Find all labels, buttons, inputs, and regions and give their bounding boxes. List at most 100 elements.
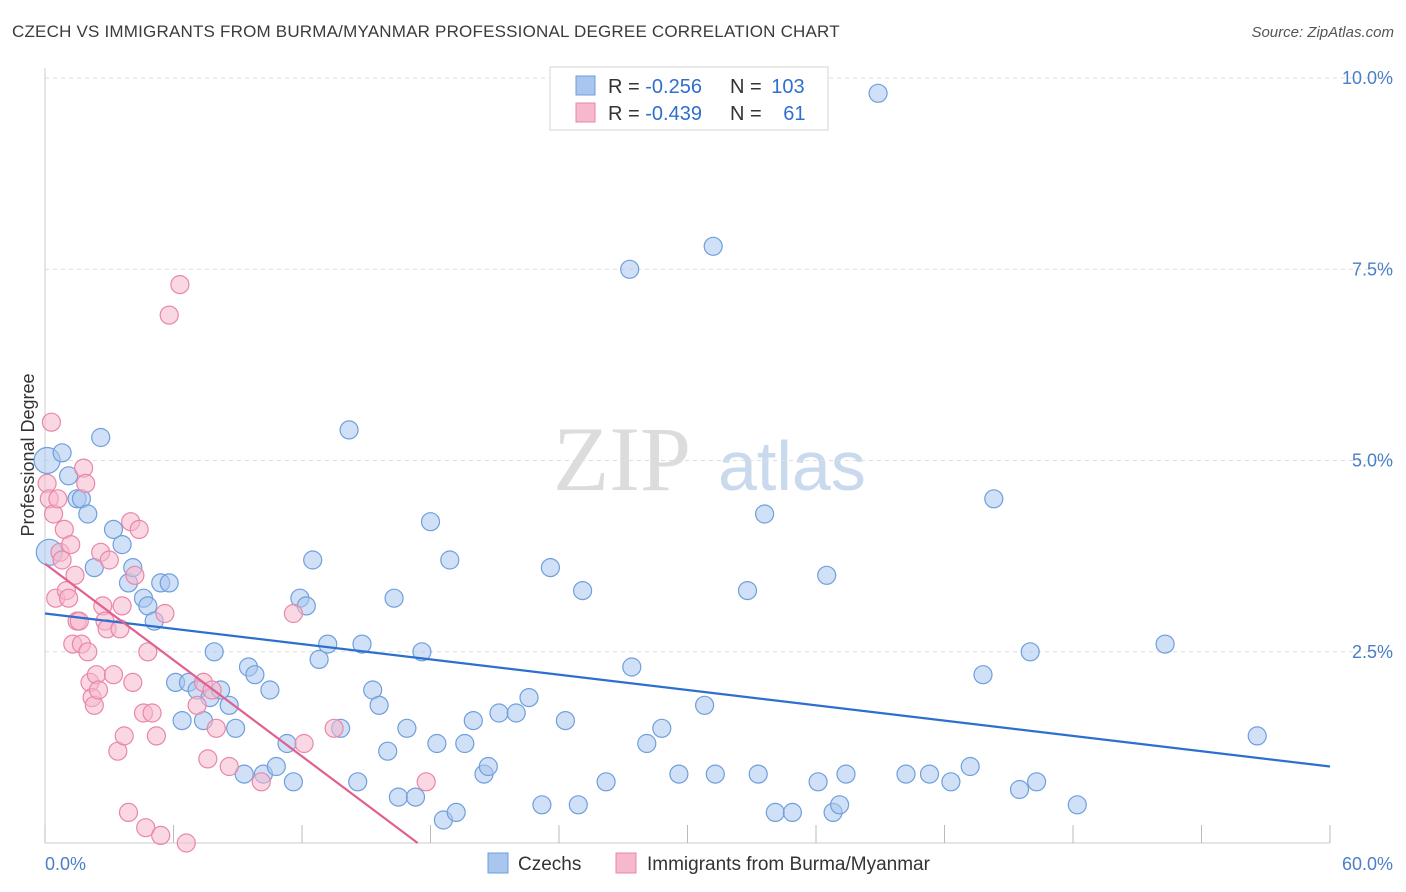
- burma-point: [294, 733, 314, 754]
- watermark: ZIP atlas: [553, 408, 866, 510]
- stats-n-value-1: 103: [771, 76, 804, 98]
- stats-n-label-2: N =: [730, 103, 767, 125]
- series-legend-swatch-burma: [615, 852, 637, 874]
- gridlines: [45, 77, 1392, 653]
- czechs-point: [283, 772, 303, 792]
- czechs-point: [1067, 795, 1087, 815]
- czechs-point: [52, 443, 72, 463]
- burma-point: [78, 642, 98, 662]
- czechs-point: [339, 420, 359, 440]
- czechs-point: [532, 795, 552, 815]
- stats-n-value-2: 61: [783, 103, 805, 125]
- burma-point: [206, 718, 226, 738]
- czechs-point: [669, 764, 689, 784]
- burma-point: [76, 473, 96, 493]
- czechs-point: [829, 795, 850, 815]
- czechs-point: [58, 466, 79, 486]
- czechs-point: [388, 787, 408, 807]
- czechs-point: [941, 772, 961, 792]
- czechs-point: [1020, 642, 1040, 662]
- burma-point: [155, 603, 175, 624]
- y-tick-labels: 2.5% 5.0% 7.5% 10.0%: [1342, 68, 1393, 662]
- czechs-point: [694, 695, 715, 715]
- czechs-point: [427, 733, 447, 754]
- czechs-point: [737, 580, 758, 601]
- svg-text:N = 103: N = 103: [730, 76, 805, 98]
- czechs-point: [622, 657, 642, 677]
- burma-point: [129, 519, 149, 540]
- burma-point: [159, 305, 179, 325]
- series-legend-swatch-czechs: [487, 852, 509, 874]
- legend-swatch-burma: [575, 102, 596, 123]
- czechs-point: [703, 236, 723, 256]
- stats-r-value-1: -0.256: [645, 76, 702, 98]
- czechs-point: [303, 550, 323, 570]
- burma-point: [52, 550, 72, 570]
- czechs-point: [836, 764, 856, 784]
- stats-r-value-2: -0.439: [645, 103, 702, 125]
- czechs-point: [555, 710, 576, 731]
- czechs-point: [960, 756, 980, 777]
- czechs-point: [748, 764, 768, 784]
- czechs-point: [596, 772, 616, 792]
- burma-point: [151, 825, 171, 846]
- czechs-point: [369, 695, 389, 715]
- burma-point: [69, 611, 89, 631]
- czechs-point: [973, 665, 993, 685]
- burma-point: [142, 703, 162, 723]
- czechs-point: [446, 802, 466, 823]
- burma-point: [251, 772, 271, 792]
- czechs-point: [896, 764, 916, 784]
- series-legend: Czechs Immigrants from Burma/Myanmar: [487, 852, 931, 875]
- watermark-zip: ZIP: [553, 408, 691, 510]
- czechs-point: [754, 504, 775, 524]
- czechs-point: [519, 687, 539, 708]
- czechs-point: [1009, 779, 1030, 800]
- czechs-point: [219, 695, 239, 715]
- czechs-point: [405, 787, 426, 807]
- czechs-point: [384, 588, 404, 608]
- czechs-point: [705, 764, 725, 784]
- czechs-point: [378, 741, 398, 761]
- czechs-point: [868, 83, 888, 103]
- burma-point: [187, 695, 207, 715]
- burma-point: [58, 588, 79, 608]
- czechs-point: [568, 795, 588, 815]
- czechs-point: [234, 764, 254, 784]
- burma-point: [48, 489, 68, 509]
- source-label: Source: ZipAtlas.com: [1251, 24, 1394, 41]
- y-tick-label: 5.0%: [1352, 451, 1393, 471]
- burma-point: [198, 749, 218, 769]
- czechs-point: [309, 649, 329, 670]
- burma-point: [99, 550, 119, 570]
- burma-point: [136, 818, 156, 838]
- burma-point: [65, 565, 85, 585]
- czechs-point: [352, 634, 372, 654]
- stats-legend-box: [549, 66, 829, 131]
- czechs-point: [397, 718, 417, 738]
- czechs-point: [348, 772, 368, 792]
- czechs-point: [260, 680, 280, 700]
- trend-lines: [44, 562, 1331, 844]
- stats-r-label-1: R =: [608, 76, 645, 98]
- burma-point: [283, 603, 303, 624]
- czechs-point: [637, 733, 657, 754]
- czechs-trend-line: [44, 612, 1331, 768]
- czechs-point: [984, 489, 1004, 509]
- czechs-point: [817, 565, 837, 585]
- burma-point: [41, 412, 62, 432]
- czechs-point: [540, 557, 561, 578]
- czechs-point: [919, 764, 940, 784]
- czechs-point: [245, 665, 265, 685]
- czechs-point: [172, 710, 192, 731]
- burma-point: [118, 802, 139, 823]
- czechs-point: [506, 703, 526, 723]
- czechs-point: [572, 580, 593, 601]
- czechs-point: [91, 427, 111, 448]
- stats-n-label-1: N =: [730, 76, 767, 98]
- burma-point: [219, 756, 239, 777]
- czechs-point: [412, 642, 432, 662]
- czechs-point: [204, 642, 224, 662]
- czechs-point: [440, 550, 460, 570]
